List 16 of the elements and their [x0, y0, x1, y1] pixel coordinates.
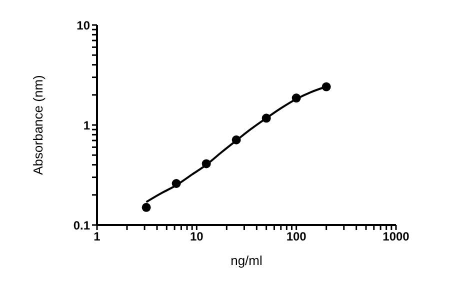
point — [292, 94, 301, 103]
x-tick-label: 10 — [190, 230, 204, 244]
y-axis-title: Absorbance (nm) — [30, 75, 46, 175]
x-tick-label: 1000 — [382, 230, 410, 244]
point — [142, 202, 151, 212]
x-tick-label: 1 — [94, 230, 101, 244]
point — [322, 82, 331, 92]
point — [262, 114, 271, 123]
point — [232, 135, 241, 144]
y-tick-label: 10 — [76, 18, 90, 32]
x-tick-label: 100 — [286, 230, 307, 244]
y-tick-label: 1 — [83, 118, 90, 132]
y-tick-label: 0.1 — [73, 218, 90, 232]
x-axis-title: ng/ml — [230, 253, 262, 268]
point — [172, 179, 181, 188]
point — [202, 159, 211, 168]
